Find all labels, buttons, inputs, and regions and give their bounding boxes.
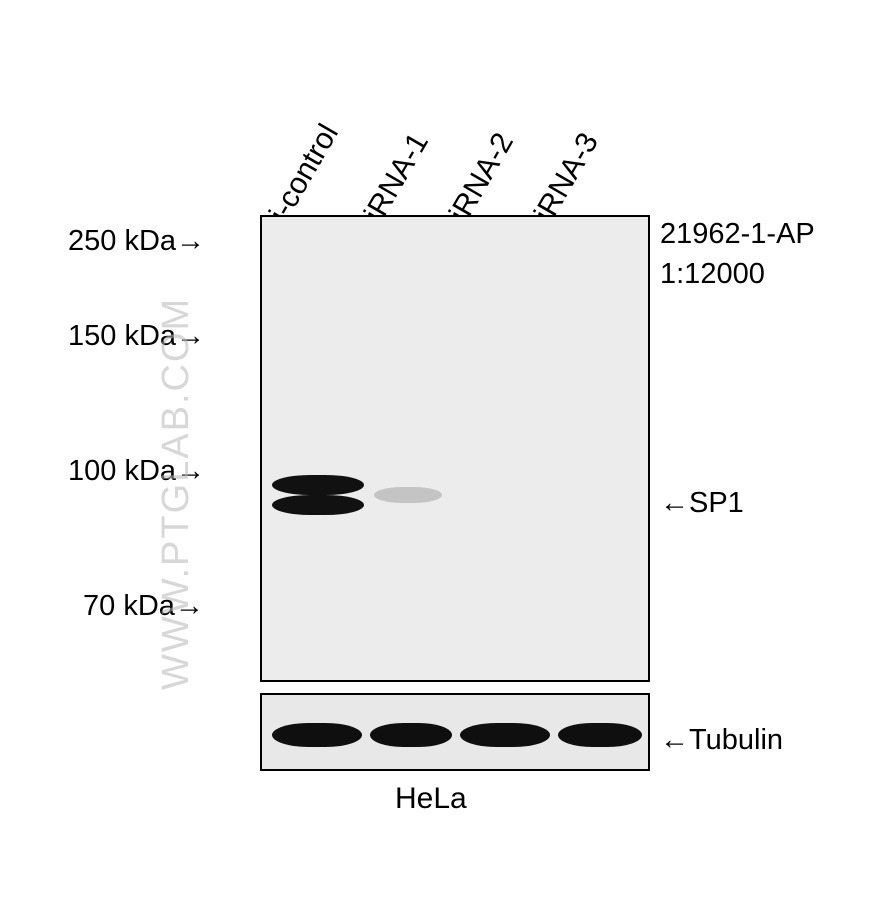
cell-line-label: HeLa <box>395 782 467 816</box>
sp1-band-label: ←SP1 <box>660 487 744 520</box>
antibody-catalog: 21962-1-AP <box>660 218 815 251</box>
tubulin-band-label: ←Tubulin <box>660 724 783 757</box>
sp1-text: SP1 <box>689 487 744 519</box>
mw-label: 250 kDa <box>68 225 176 257</box>
tubulin-text: Tubulin <box>689 724 783 756</box>
figure-container: si-control siRNA-1 siRNA-2 siRNA-3 250 k… <box>0 0 877 903</box>
arrow-right-icon: → <box>176 225 205 258</box>
sp1-band-lane2-faint <box>374 487 442 503</box>
tubulin-band-lane4 <box>558 723 642 747</box>
mw-marker-250: 250 kDa→ <box>68 225 205 258</box>
tubulin-band-lane2 <box>370 723 452 747</box>
western-blot-main <box>260 215 650 682</box>
western-blot-tubulin <box>260 693 650 771</box>
tubulin-band-lane3 <box>460 723 550 747</box>
tubulin-band-lane1 <box>272 723 362 747</box>
arrow-left-icon: ← <box>660 487 689 520</box>
arrow-left-icon: ← <box>660 724 689 757</box>
sp1-band-lane1-lower <box>272 495 364 515</box>
antibody-dilution: 1:12000 <box>660 258 765 291</box>
sp1-band-lane1-upper <box>272 475 364 495</box>
watermark-text: WWW.PTGLAB.COM <box>155 297 198 690</box>
